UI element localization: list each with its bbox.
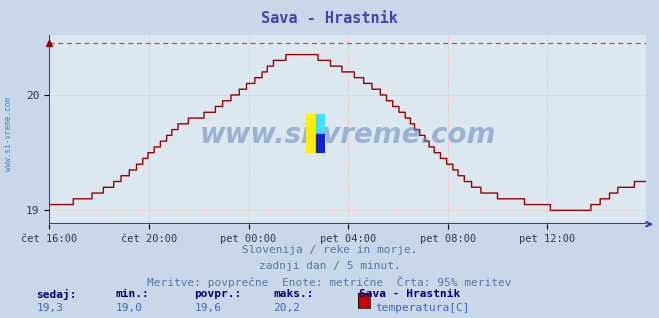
Bar (316, 114, 325, 134)
Text: 19,0: 19,0 (115, 303, 142, 313)
Text: Meritve: povprečne  Enote: metrične  Črta: 95% meritev: Meritve: povprečne Enote: metrične Črta:… (147, 276, 512, 288)
Text: Sava - Hrastnik: Sava - Hrastnik (261, 11, 398, 26)
Text: 19,6: 19,6 (194, 303, 221, 313)
Text: maks.:: maks.: (273, 289, 314, 299)
Text: Slovenija / reke in morje.: Slovenija / reke in morje. (242, 245, 417, 255)
Text: 19,3: 19,3 (36, 303, 63, 313)
Text: povpr.:: povpr.: (194, 289, 242, 299)
Text: www.si-vreme.com: www.si-vreme.com (200, 121, 496, 149)
Text: temperatura[C]: temperatura[C] (376, 303, 470, 313)
Text: www.si-vreme.com: www.si-vreme.com (4, 97, 13, 170)
Text: sedaj:: sedaj: (36, 289, 76, 300)
Text: Sava - Hrastnik: Sava - Hrastnik (359, 289, 461, 299)
Text: zadnji dan / 5 minut.: zadnji dan / 5 minut. (258, 261, 401, 271)
Bar (306, 114, 316, 153)
Bar (316, 134, 325, 153)
Text: min.:: min.: (115, 289, 149, 299)
Text: 20,2: 20,2 (273, 303, 301, 313)
